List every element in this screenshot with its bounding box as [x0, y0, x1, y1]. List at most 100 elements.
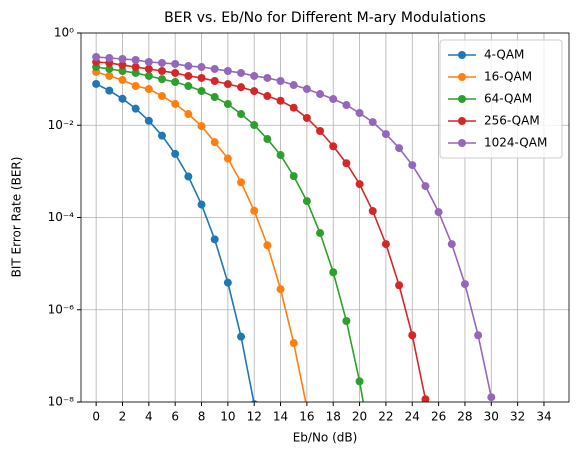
- data-point: [197, 122, 206, 131]
- data-point: [92, 52, 101, 61]
- data-point: [223, 278, 232, 287]
- data-point: [223, 154, 232, 163]
- data-point: [263, 73, 272, 82]
- data-point: [171, 149, 180, 158]
- x-tick-label: 22: [378, 410, 393, 424]
- data-point: [355, 180, 364, 189]
- legend-marker: [458, 117, 466, 125]
- data-point: [197, 200, 206, 209]
- x-tick-label: 8: [198, 410, 206, 424]
- x-tick-label: 2: [119, 410, 127, 424]
- data-point: [237, 178, 246, 187]
- data-point: [289, 339, 298, 348]
- x-tick-label: 32: [510, 410, 525, 424]
- data-point: [250, 71, 259, 80]
- data-point: [171, 59, 180, 68]
- data-point: [355, 109, 364, 118]
- data-point: [144, 71, 153, 80]
- data-point: [158, 67, 167, 76]
- series-line: [96, 66, 365, 402]
- data-point: [316, 90, 325, 99]
- x-tick-label: 6: [171, 410, 179, 424]
- data-point: [92, 79, 101, 88]
- data-point: [237, 68, 246, 77]
- x-tick-label: 0: [92, 410, 100, 424]
- legend-label: 64-QAM: [484, 92, 532, 106]
- data-point: [197, 87, 206, 96]
- data-point: [131, 55, 140, 64]
- x-tick-label: 26: [431, 410, 446, 424]
- data-point: [395, 281, 404, 290]
- legend-label: 256-QAM: [484, 114, 540, 128]
- x-tick-label: 20: [352, 410, 367, 424]
- data-point: [131, 81, 140, 90]
- data-point: [144, 85, 153, 94]
- x-tick-label: 10: [220, 410, 235, 424]
- data-point: [369, 451, 377, 455]
- data-point: [302, 113, 311, 122]
- x-tick-label: 24: [405, 410, 420, 424]
- data-point: [105, 64, 114, 73]
- data-point: [250, 206, 259, 215]
- data-point: [342, 159, 351, 168]
- data-point: [223, 80, 232, 89]
- y-tick-label: 10⁰: [54, 26, 74, 40]
- data-point: [289, 81, 298, 90]
- chart-title: BER vs. Eb/No for Different M-ary Modula…: [164, 10, 486, 26]
- data-point: [355, 377, 364, 386]
- legend-marker: [458, 73, 466, 81]
- data-point: [460, 280, 469, 289]
- x-tick-label: 28: [457, 410, 472, 424]
- legend-label: 16-QAM: [484, 70, 532, 84]
- data-point: [210, 235, 219, 244]
- series-line: [96, 61, 427, 400]
- legend-box: [439, 39, 563, 159]
- data-point: [447, 240, 456, 249]
- data-point: [276, 285, 285, 294]
- data-point: [250, 87, 259, 96]
- data-point: [474, 331, 483, 340]
- data-point: [487, 393, 496, 402]
- data-point: [105, 54, 114, 63]
- data-point: [184, 71, 193, 80]
- data-point: [289, 103, 298, 112]
- data-point: [237, 83, 246, 92]
- y-tick-label: 10⁻⁴: [48, 210, 75, 224]
- data-point: [329, 268, 338, 277]
- plot-area: [92, 52, 496, 455]
- data-point: [118, 61, 127, 70]
- data-point: [158, 58, 167, 67]
- data-point: [421, 182, 430, 191]
- x-axis-label: Eb/No (dB): [293, 431, 358, 445]
- data-point: [329, 142, 338, 151]
- legend-label: 1024-QAM: [484, 136, 547, 150]
- data-point: [210, 93, 219, 102]
- data-point: [368, 118, 377, 127]
- data-point: [302, 197, 311, 206]
- data-point: [171, 68, 180, 77]
- data-point: [250, 121, 259, 130]
- data-point: [276, 151, 285, 160]
- data-point: [276, 77, 285, 86]
- x-tick-label: 16: [299, 410, 314, 424]
- data-point: [381, 240, 390, 249]
- data-point: [158, 131, 167, 140]
- data-point: [118, 94, 127, 103]
- data-point: [342, 317, 351, 326]
- data-point: [184, 62, 193, 71]
- data-point: [289, 172, 298, 181]
- x-tick-label: 34: [536, 410, 551, 424]
- x-tick-label: 30: [484, 410, 499, 424]
- legend-marker: [458, 95, 466, 103]
- data-point: [395, 144, 404, 153]
- legend-label: 4-QAM: [484, 48, 524, 62]
- data-point: [263, 135, 272, 144]
- data-point: [197, 63, 206, 72]
- data-point: [421, 395, 430, 402]
- y-tick-label: 10⁻⁶: [48, 302, 75, 316]
- x-tick-label: 4: [145, 410, 153, 424]
- data-point: [408, 161, 417, 170]
- data-point: [263, 92, 272, 101]
- data-point: [316, 229, 325, 238]
